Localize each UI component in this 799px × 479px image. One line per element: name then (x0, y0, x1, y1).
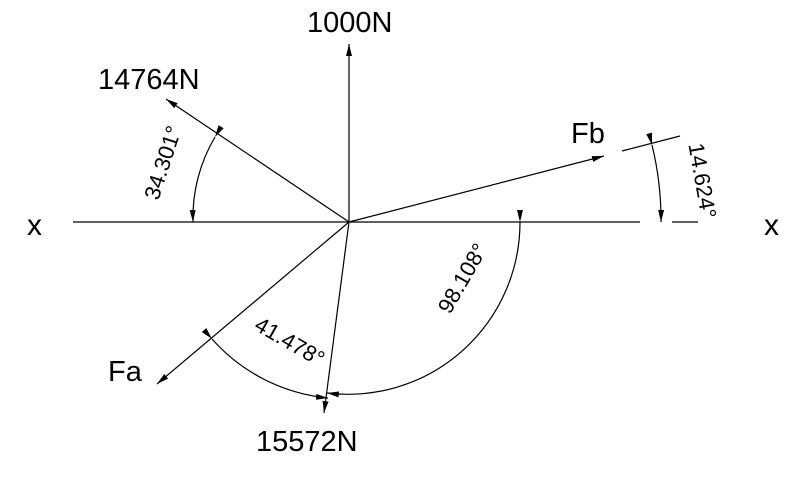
axis-label-right: x (764, 209, 779, 242)
force-label-fa: Fa (108, 356, 143, 388)
angle-label-34-301: 34.301° (139, 123, 186, 203)
fb-extension-line (621, 135, 681, 152)
angle-arc-98-108 (326, 209, 523, 398)
angle-arc-34-301 (189, 125, 224, 223)
angle-arc-14-624 (646, 132, 665, 223)
force-vector-15572n (322, 221, 350, 414)
axis-label-left: x (27, 209, 42, 242)
force-label-1000n: 1000N (307, 7, 392, 39)
force-label-fb: Fb (571, 118, 605, 150)
angle-label-14-624: 14.624° (683, 141, 721, 220)
force-label-14764n: 14764N (98, 64, 200, 96)
angle-arc-41-478 (201, 328, 329, 400)
force-label-15572n: 15572N (256, 426, 358, 458)
force-vector-fb (348, 155, 605, 223)
force-vector-fa (156, 221, 350, 385)
angle-label-98-108: 98.108° (433, 239, 493, 317)
force-vector-14764n (165, 98, 350, 223)
angle-label-41-478: 41.478° (251, 312, 329, 372)
